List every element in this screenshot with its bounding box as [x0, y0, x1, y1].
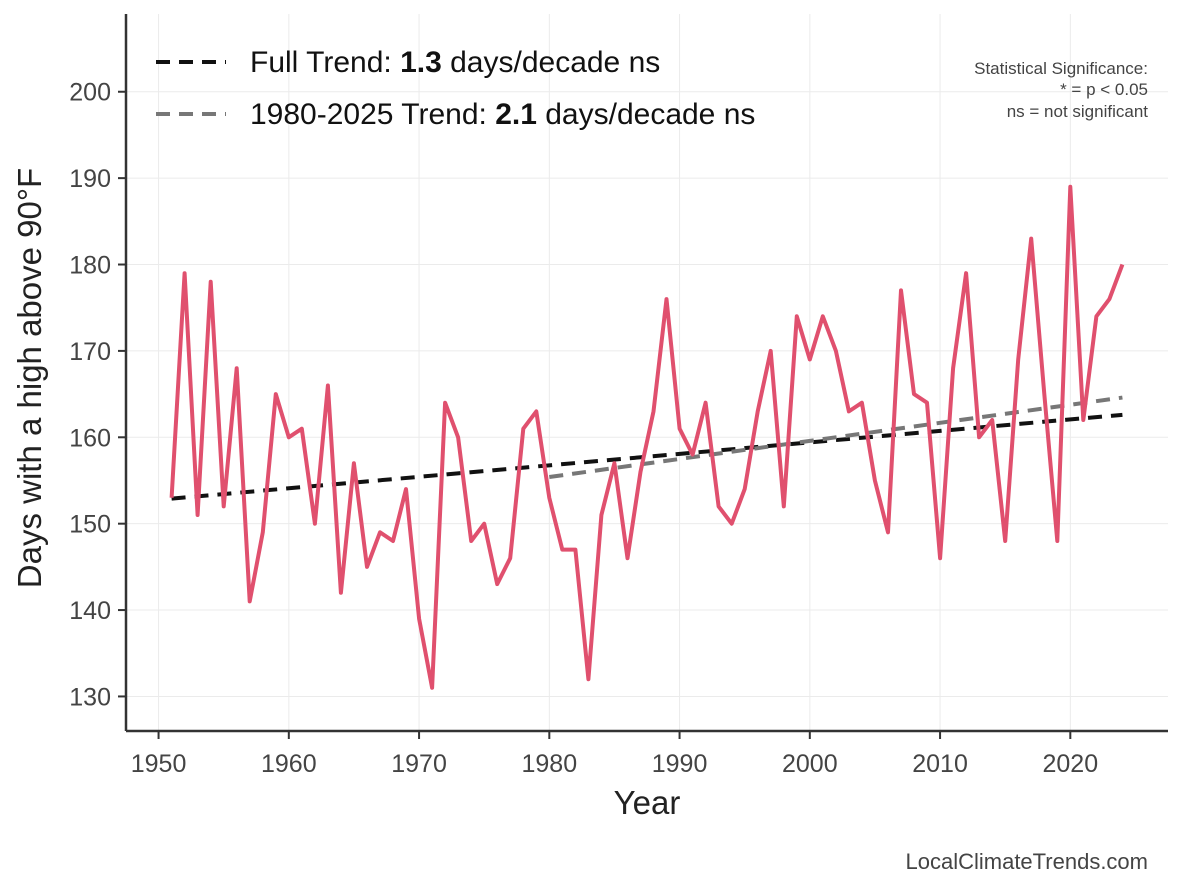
legend-recent-trend-value: 2.1	[495, 98, 537, 131]
legend-full-trend-prefix: Full Trend:	[250, 46, 400, 79]
y-tick-label: 150	[69, 511, 111, 539]
x-tick-label: 2000	[782, 750, 838, 778]
significance-note-line-1: Statistical Significance:	[974, 59, 1148, 78]
x-tick-label: 1970	[391, 750, 447, 778]
x-axis-label: Year	[614, 784, 681, 821]
legend-label-full-trend: Full Trend: 1.3 days/decade ns	[250, 46, 660, 79]
y-tick-label: 180	[69, 252, 111, 280]
y-ticks: 130 140 150 160 170 180 190 200	[69, 79, 126, 711]
series-line	[169, 184, 1125, 690]
trend-lines	[171, 395, 1123, 501]
y-tick-label: 170	[69, 338, 111, 366]
significance-note-line-3: ns = not significant	[1007, 102, 1149, 121]
x-tick-label: 1990	[652, 750, 708, 778]
significance-note-line-2: * = p < 0.05	[1060, 80, 1148, 99]
grid	[126, 14, 1168, 731]
legend-label-recent-trend: 1980-2025 Trend: 2.1 days/decade ns	[250, 98, 755, 131]
x-tick-label: 1950	[131, 750, 187, 778]
legend-full-trend-value: 1.3	[400, 46, 442, 79]
legend-recent-trend-suffix: days/decade ns	[537, 98, 755, 131]
legend-full-trend-suffix: days/decade ns	[442, 46, 660, 79]
y-tick-label: 130	[69, 683, 111, 711]
y-axis-label: Days with a high above 90°F	[11, 168, 48, 588]
x-tick-label: 2020	[1043, 750, 1099, 778]
y-tick-label: 190	[69, 165, 111, 193]
y-tick-label: 140	[69, 597, 111, 625]
x-tick-label: 1980	[522, 750, 578, 778]
y-tick-label: 160	[69, 424, 111, 452]
x-tick-label: 2010	[912, 750, 968, 778]
significance-note: Statistical Significance: * = p < 0.05 n…	[974, 59, 1148, 121]
trend-line-1980-2025	[549, 395, 1123, 480]
y-tick-label: 200	[69, 79, 111, 107]
x-ticks: 1950 1960 1970 1980 1990 2000 2010 2020	[131, 731, 1098, 778]
trend-line-full	[171, 412, 1123, 501]
x-tick-label: 1960	[261, 750, 317, 778]
legend: Full Trend: 1.3 days/decade ns 1980-2025…	[156, 46, 755, 131]
footer-credit: LocalClimateTrends.com	[906, 849, 1149, 874]
legend-recent-trend-prefix: 1980-2025 Trend:	[250, 98, 495, 131]
